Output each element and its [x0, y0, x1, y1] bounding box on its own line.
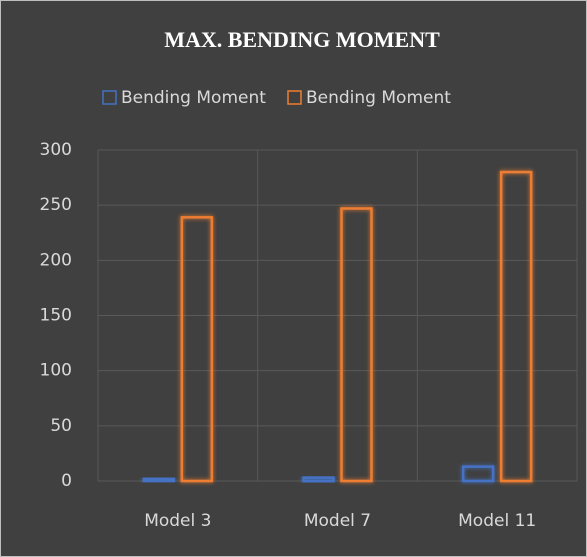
y-tick-label: 250: [40, 195, 72, 215]
y-tick-label: 0: [61, 471, 72, 491]
bar: [142, 477, 176, 483]
chart-title: MAX. BENDING MOMENT: [164, 27, 440, 52]
bar: [461, 465, 495, 483]
legend-label: Bending Moment: [306, 88, 451, 108]
legend-swatch: [102, 90, 117, 105]
y-tick-label: 150: [40, 306, 72, 326]
legend-label: Bending Moment: [121, 88, 266, 108]
y-tick-label: 100: [40, 361, 72, 381]
bar: [302, 476, 335, 483]
bar: [499, 170, 533, 483]
y-tick-label: 200: [40, 250, 72, 270]
bar: [340, 207, 373, 483]
bar: [180, 216, 214, 483]
x-tick-label: Model 11: [458, 511, 536, 531]
x-tick-label: Model 3: [144, 511, 211, 531]
legend-swatch: [287, 90, 302, 105]
y-tick-label: 300: [40, 140, 72, 160]
y-tick-label: 50: [50, 416, 72, 436]
x-tick-label: Model 7: [304, 511, 371, 531]
